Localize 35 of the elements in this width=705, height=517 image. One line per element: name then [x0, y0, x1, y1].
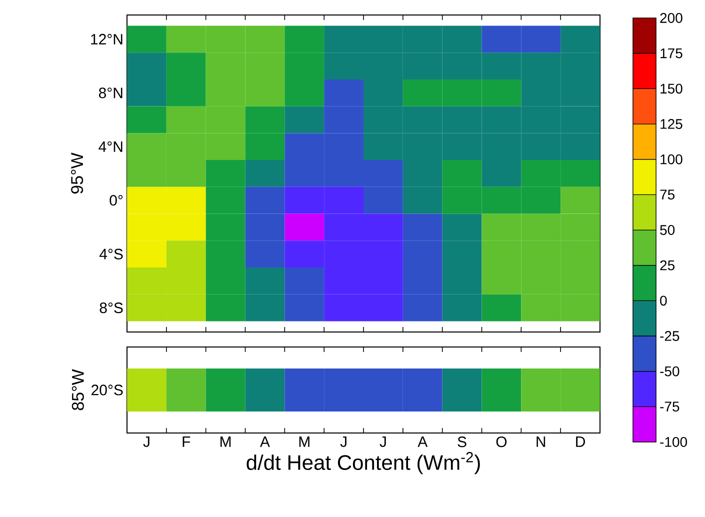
x-tick-label: F: [182, 436, 190, 447]
color-bar-label: 50: [660, 225, 675, 235]
x-tick-label: N: [536, 436, 546, 447]
color-bar-label: 100: [660, 154, 682, 164]
y-tick-label: 20°S: [92, 384, 123, 396]
x-tick-label: J: [340, 436, 346, 447]
x-tick-label: O: [496, 436, 507, 448]
x-tick-label: S: [458, 436, 466, 448]
y-tick-label: 0°: [110, 195, 123, 206]
y-tick-label: 8°N: [98, 88, 122, 98]
x-tick-label: J: [380, 436, 386, 447]
x-tick-label: M: [220, 436, 231, 447]
color-bar-label: -75: [660, 402, 680, 412]
x-tick-label: J: [143, 436, 150, 447]
color-bar-label: -50: [660, 366, 680, 376]
y-tick-label: 4°N: [98, 141, 122, 152]
x-tick-label: A: [260, 436, 270, 447]
color-bar-label: 75: [660, 190, 675, 200]
x-axis-title: d/dt Heat Content (Wm$^{-2}$): [246, 452, 480, 474]
y-tick-label: 4°S: [99, 248, 123, 260]
color-bar-label: 200: [660, 13, 682, 23]
color-bar-label: 25: [660, 260, 675, 270]
y-axis-title: 95°W: [71, 152, 84, 194]
x-tick-label: D: [576, 436, 585, 447]
y-tick-label: 8°S: [100, 302, 123, 314]
x-tick-label: A: [418, 436, 428, 447]
color-bar-label: -25: [660, 331, 680, 341]
y-axis-title: 85°W: [72, 369, 84, 410]
x-tick-label: M: [299, 436, 310, 447]
color-bar-label: 150: [660, 84, 682, 94]
color-bar-label: 0: [660, 296, 667, 306]
color-bar-label: -100: [660, 437, 688, 447]
y-tick-label: 12°N: [91, 34, 122, 44]
color-bar-label: 175: [660, 48, 682, 58]
color-bar-label: 125: [660, 119, 682, 129]
